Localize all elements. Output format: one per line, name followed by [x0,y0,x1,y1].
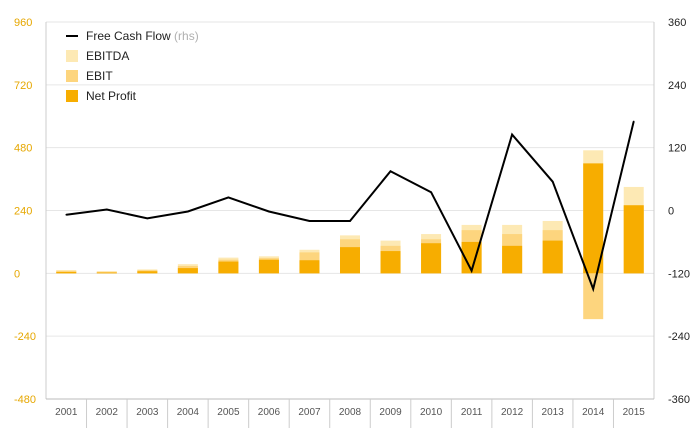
legend-label: Net Profit [86,89,137,103]
axes: 960 360 720 240 480 120 240 0 0 -120 -240 -240 -480 -… [14,17,690,428]
point-free-cash-flow [632,120,635,123]
x-tick-label: 2001 [55,407,78,418]
bar-series [56,150,644,320]
point-free-cash-flow [470,269,473,272]
y-right-tick-label: 0 [668,206,674,218]
bar-net-profit [218,261,239,274]
gridlines [46,21,654,337]
legend-swatch-box [66,50,78,62]
x-tick-label: 2003 [136,407,159,418]
x-tick-label: 2008 [339,407,362,418]
point-free-cash-flow [389,170,392,173]
y-left-tick-label: 0 [14,268,20,280]
legend-label-text: Free Cash Flow [86,29,171,43]
point-free-cash-flow [65,213,68,216]
x-tick-label: 2012 [501,407,524,418]
y-left-tick-label: 720 [14,80,32,92]
legend-label-text: Net Profit [86,89,137,103]
point-free-cash-flow [592,288,594,290]
bar-net-profit [421,243,442,274]
x-tick-label: 2014 [582,407,605,418]
bar-net-profit [258,259,279,274]
y-right-tick-label: -360 [668,394,690,406]
x-tick-label: 2011 [461,407,483,418]
bar-net-profit [96,272,117,274]
bar-net-profit [380,251,401,274]
bar-net-profit [340,247,360,274]
bar-net-profit [137,271,158,274]
x-tick-label: 2005 [217,407,240,418]
y-left-tick-label: -480 [14,394,36,406]
legend-label-text: EBITDA [86,49,129,63]
legend-swatch-box [66,90,78,102]
y-right-tick-label: 120 [668,143,686,155]
point-free-cash-flow [146,217,149,220]
y-right-tick-label: -120 [668,268,690,280]
x-tick-label: 2002 [96,407,119,418]
legend: Free Cash Flow (rhs) EBITDA EBIT Net Profit [66,29,199,103]
point-free-cash-flow [268,210,270,213]
y-left-tick-label: 480 [14,143,32,155]
bar-net-profit [56,272,77,274]
point-free-cash-flow [187,210,189,213]
point-free-cash-flow [227,196,230,199]
bar-net-profit [177,268,198,274]
legend-swatch-box [66,70,78,82]
point-free-cash-flow [511,133,513,136]
point-free-cash-flow [308,220,311,222]
y-right-tick-label: 360 [668,17,686,29]
bar-net-profit [583,163,604,274]
y-left-tick-label: 960 [14,17,32,29]
point-free-cash-flow [106,208,108,211]
point-free-cash-flow [349,220,351,222]
bar-ebit [583,273,604,320]
bar-net-profit [461,241,482,274]
legend-label-text: EBIT [86,69,113,83]
point-free-cash-flow [551,180,554,183]
legend-label: Free Cash Flow (rhs) [86,29,199,43]
x-tick-label: 2010 [420,407,443,418]
legend-label-suffix: (rhs) [171,29,199,43]
point-free-cash-flow [430,191,432,193]
line-series [65,120,635,293]
x-tick-label: 2004 [177,407,200,418]
bar-net-profit [623,205,644,274]
y-right-tick-label: 240 [668,80,686,92]
legend-label: EBIT [86,69,113,83]
y-right-tick-label: -240 [668,331,690,343]
y-left-tick-label: -240 [14,331,36,343]
bar-net-profit [542,240,563,274]
x-tick-label: 2007 [298,407,321,418]
x-tick-label: 2006 [258,407,281,418]
bar-net-profit [299,260,320,274]
x-tick-label: 2009 [379,407,402,418]
y-left-tick-label: 240 [14,206,32,218]
legend-label: EBITDA [86,49,129,63]
x-tick-label: 2015 [623,407,646,418]
x-tick-label: 2013 [542,407,565,418]
bar-net-profit [502,245,523,274]
